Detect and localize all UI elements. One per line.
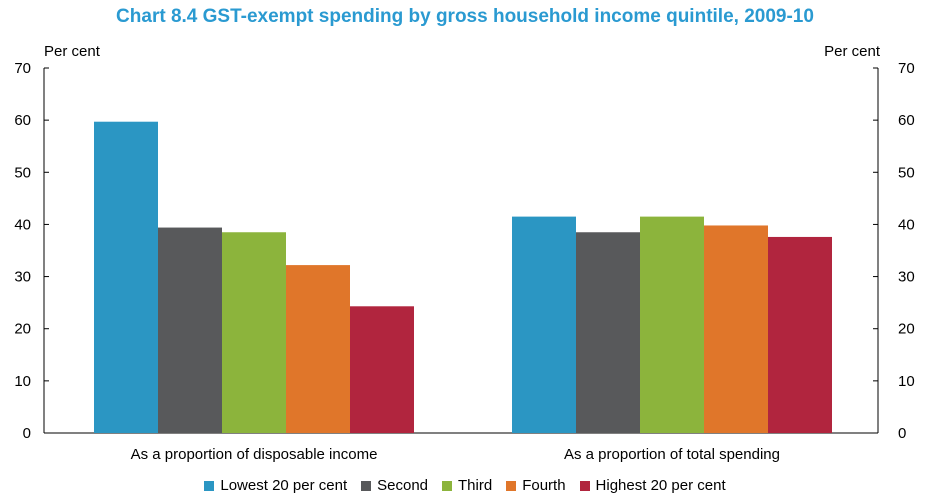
legend-swatch: [361, 480, 372, 491]
y-tick-label-left: 50: [14, 164, 31, 181]
y-tick-label-left: 40: [14, 216, 31, 233]
y-tick-label-left: 70: [14, 60, 31, 77]
legend-label: Second: [377, 477, 428, 494]
y-tick-label-left: 0: [23, 425, 31, 442]
legend-swatch: [442, 480, 452, 491]
bar: [158, 227, 222, 433]
y-tick-label-right: 70: [898, 60, 915, 77]
legend-item: Highest 20 per cent: [579, 477, 726, 494]
legend-item: Second: [361, 477, 428, 494]
legend-swatch: [204, 480, 215, 491]
legend-label: Third: [458, 477, 493, 494]
y-tick-label-right: 20: [898, 321, 915, 338]
y-tick-label-left: 30: [14, 269, 31, 286]
legend-item: Fourth: [506, 477, 566, 494]
bar: [640, 216, 704, 433]
x-category-label: As a proportion of total spending: [564, 446, 780, 463]
y-tick-label-right: 10: [898, 373, 915, 390]
x-category-label: As a proportion of disposable income: [131, 446, 378, 463]
y-tick-label-right: 30: [898, 269, 915, 286]
bar: [94, 121, 158, 433]
y-tick-label-right: 0: [898, 425, 906, 442]
y-tick-label-right: 60: [898, 112, 915, 129]
legend-swatch: [579, 480, 590, 491]
y-axis-unit-right: Per cent: [824, 43, 880, 60]
y-tick-label-left: 20: [14, 321, 31, 338]
y-axis-unit-left: Per cent: [44, 43, 100, 60]
bar: [768, 236, 832, 433]
legend-item: Lowest 20 per cent: [204, 477, 347, 494]
bar: [350, 306, 414, 433]
bar: [576, 232, 640, 433]
bar: [286, 265, 350, 433]
legend-label: Lowest 20 per cent: [220, 477, 348, 494]
y-tick-label-left: 10: [14, 373, 31, 390]
bar: [512, 216, 576, 433]
y-tick-label-left: 60: [14, 112, 31, 129]
legend-label: Fourth: [522, 477, 566, 494]
y-tick-label-right: 50: [898, 164, 915, 181]
bar: [704, 225, 768, 433]
legend-swatch: [506, 480, 517, 491]
y-tick-label-right: 40: [898, 216, 915, 233]
chart-legend: Lowest 20 per cent Second Third Fourth Highe…: [0, 477, 930, 494]
legend-item: Third: [442, 477, 492, 494]
chart-title: Chart 8.4 GST-exempt spending by gross h…: [116, 6, 814, 27]
bar: [222, 232, 286, 433]
legend-label: Highest 20 per cent: [595, 477, 726, 494]
